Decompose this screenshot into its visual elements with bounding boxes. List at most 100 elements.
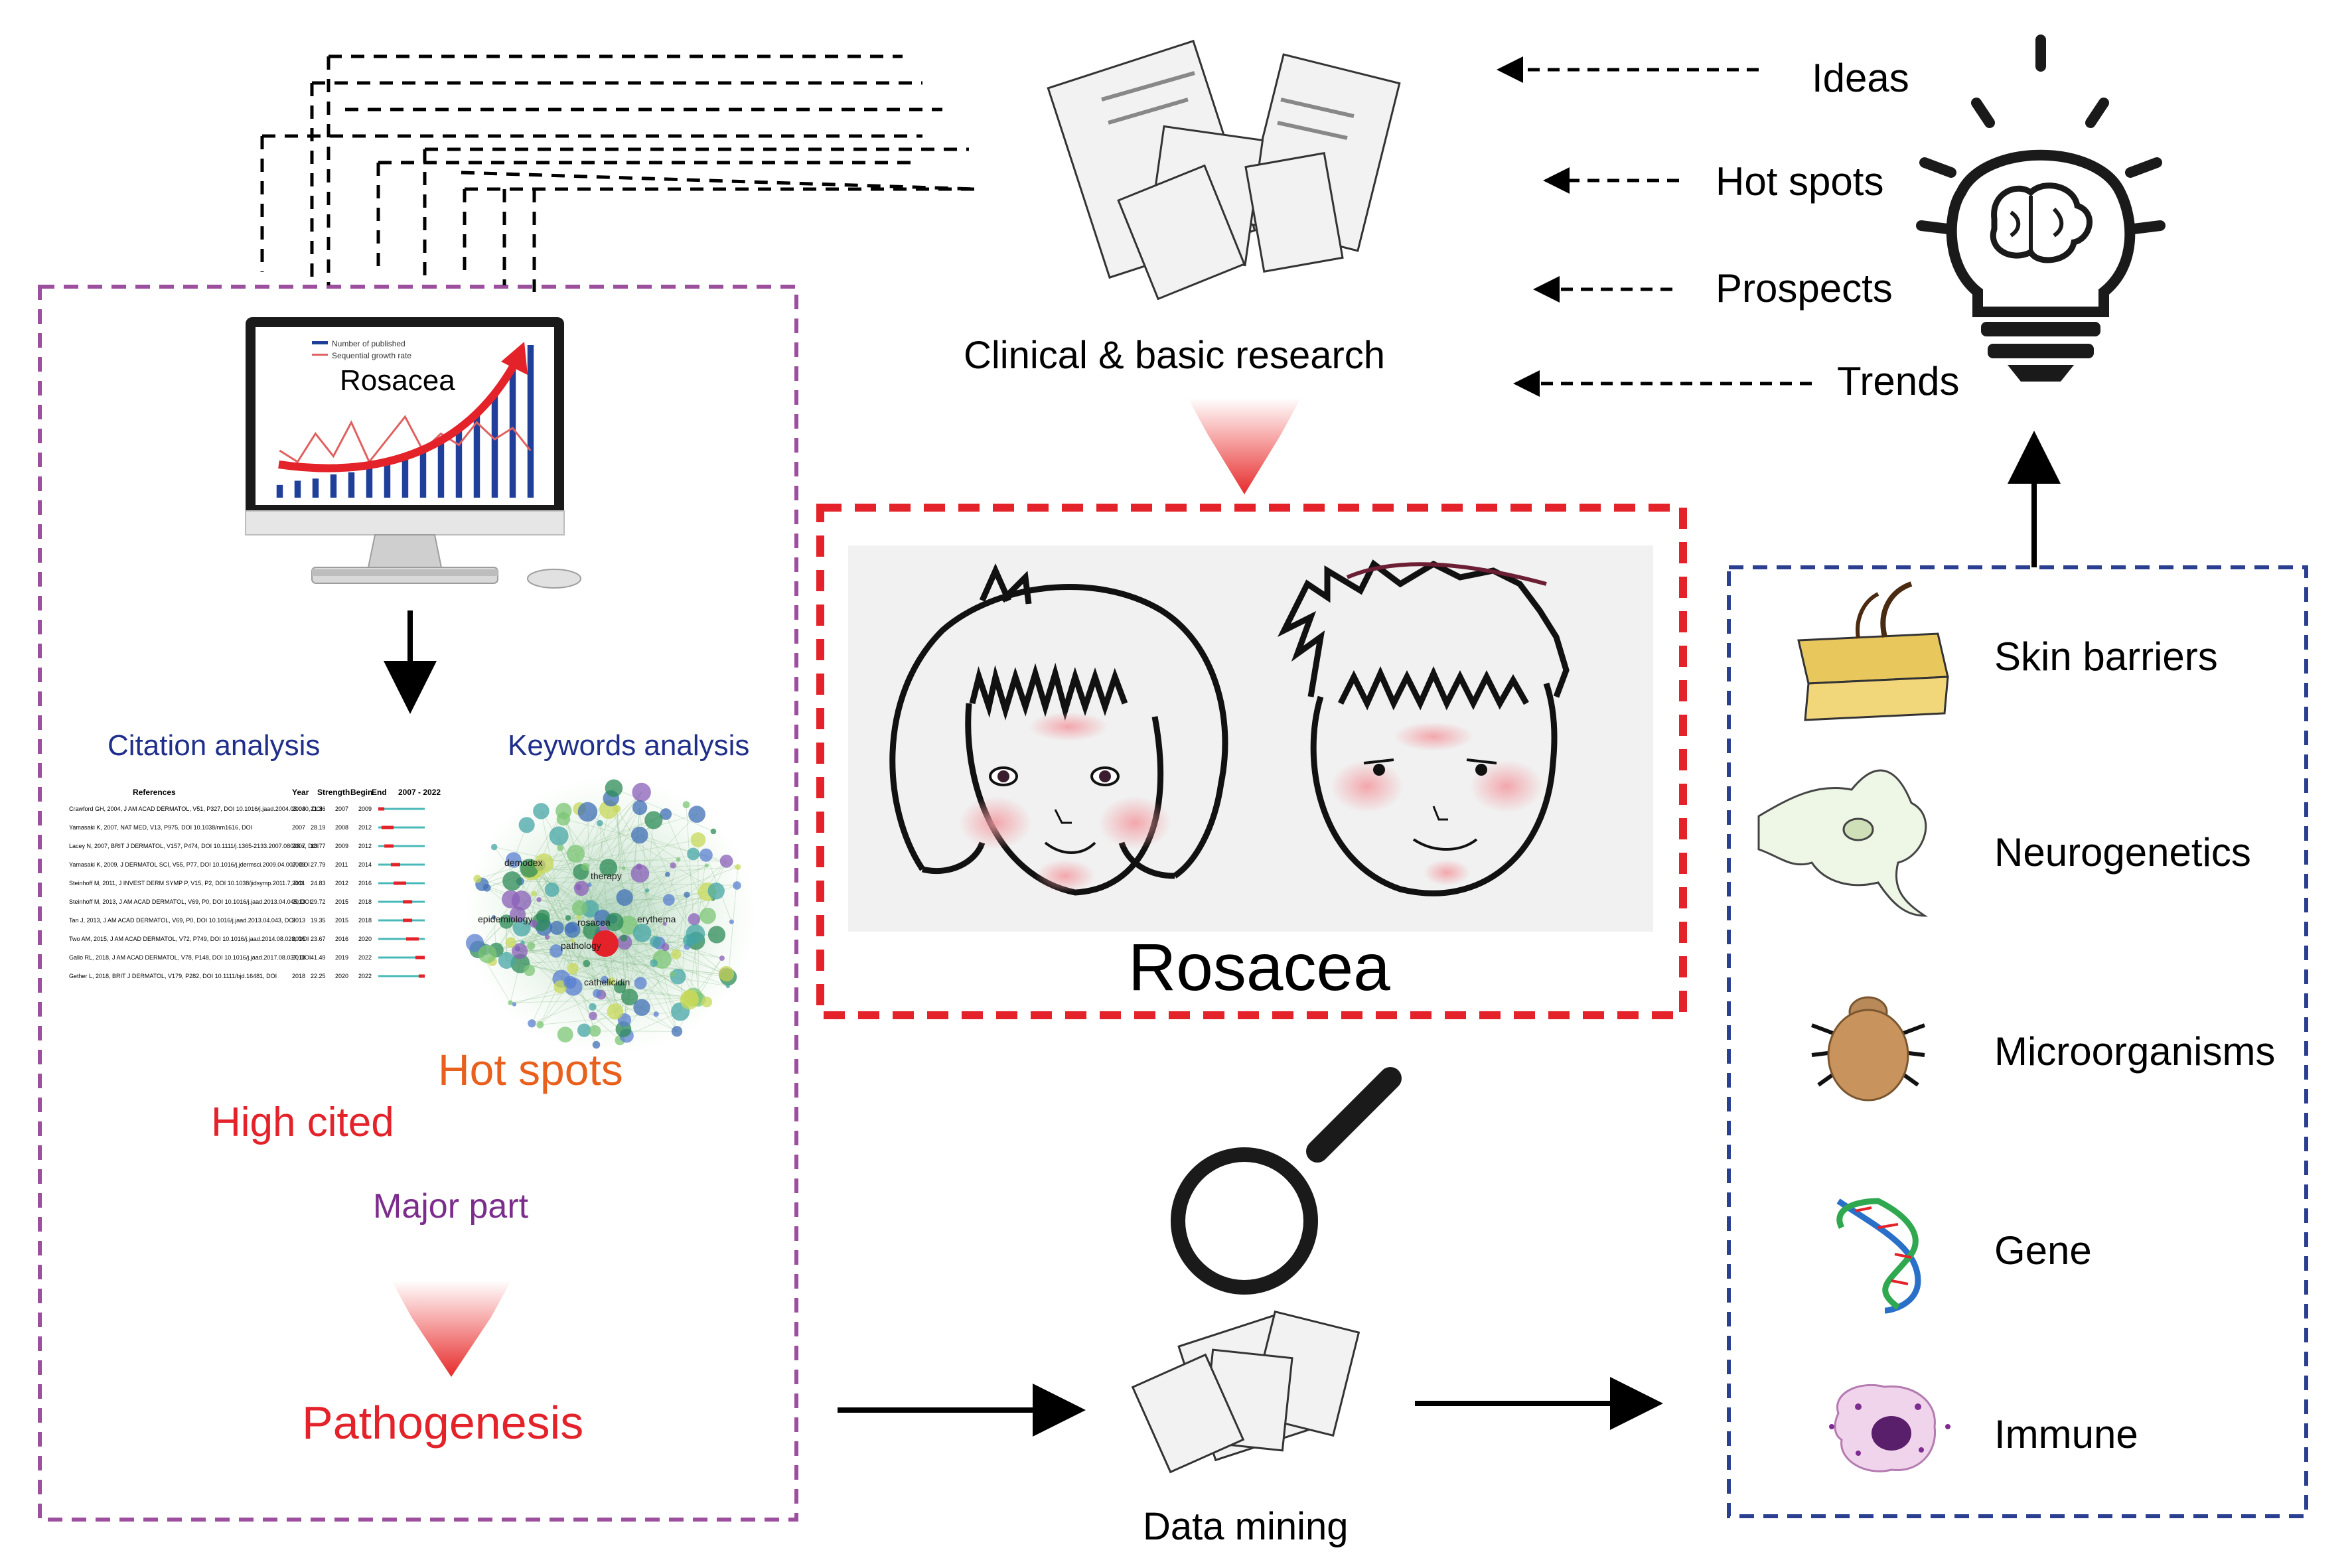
network-node [533, 803, 550, 820]
network-node [577, 802, 598, 822]
growth-rate-line [279, 415, 532, 464]
keyword-network-graph: rosacea pathology demodex therapy erythema ep… [465, 776, 757, 1055]
publication-bar [384, 463, 391, 498]
network-node [718, 965, 735, 982]
table-cell: 2018 [292, 954, 305, 961]
table-cell: 2009 [292, 861, 305, 868]
output-hot-spots-label: Hot spots [1716, 159, 1883, 204]
network-node [583, 960, 591, 967]
table-header: Begin [350, 788, 372, 797]
table-cell: 2013 [292, 898, 305, 905]
network-edge [559, 847, 591, 909]
network-node [688, 806, 705, 823]
table-cell: 2011 [292, 880, 305, 887]
network-edge [478, 870, 536, 950]
network-term: pathology [561, 940, 601, 951]
network-node [566, 844, 585, 863]
network-edge [561, 933, 696, 979]
network-node [634, 977, 647, 990]
network-node [512, 943, 528, 960]
network-edge [540, 865, 669, 900]
network-node [550, 920, 564, 935]
network-node [719, 955, 725, 962]
table-cell: 2016 [358, 880, 372, 887]
publication-bar [330, 474, 337, 498]
network-node [499, 914, 514, 929]
network-node [699, 848, 713, 862]
network-node [699, 907, 716, 924]
dashed-connectors [260, 54, 976, 292]
network-edge [646, 890, 694, 997]
network-node [581, 863, 589, 871]
table-cell: 2014 [358, 861, 372, 868]
network-node [649, 936, 662, 948]
network-edge [534, 870, 596, 1031]
network-edge [573, 809, 609, 987]
high-cited-label: High cited [211, 1100, 394, 1145]
network-node [571, 900, 587, 916]
mite-icon [1810, 996, 1926, 1102]
publication-bar [348, 472, 355, 498]
monitor-title: Rosacea [340, 364, 455, 397]
girl-mouth [1044, 841, 1096, 854]
network-node [557, 844, 564, 851]
network-edge [639, 814, 698, 874]
network-edge [646, 820, 654, 891]
network-node [683, 934, 696, 947]
output-dashed-arrows [1497, 56, 1812, 397]
table-row: Yamasaki K, 2007, NAT MED, V13, P975, DO… [69, 824, 252, 831]
network-node [684, 891, 690, 898]
magnifying-glass-icon [1171, 1067, 1402, 1295]
network-node [719, 854, 733, 868]
ideas-label: Ideas [1812, 56, 1909, 100]
table-cell: 2020 [358, 936, 372, 942]
table-header: Strength [317, 788, 350, 797]
table-cell: 22.25 [311, 973, 326, 979]
network-edge [510, 973, 673, 1003]
table-cell: 2011 [335, 861, 348, 868]
publication-bar [437, 442, 445, 498]
network-term: epidemiology [478, 914, 533, 924]
table-cell: 2022 [358, 973, 372, 979]
network-node [605, 912, 624, 932]
network-node [512, 918, 531, 937]
data-papers-icon [1131, 1310, 1360, 1474]
table-row: Steinhoff M, 2011, J INVEST DERM SYMP P,… [69, 880, 305, 887]
network-node [632, 924, 652, 942]
network-node [473, 875, 482, 883]
network-node [589, 1025, 601, 1037]
network-node [733, 881, 741, 890]
table-cell: 29.72 [311, 898, 326, 905]
network-term: erythema [637, 914, 676, 924]
boy-right-cheek [1470, 760, 1543, 813]
hot-spots-label: Hot spots [438, 1045, 623, 1094]
network-node [506, 852, 522, 868]
right-panel-border [1727, 565, 2308, 1518]
citation-analysis-title: Citation analysis [108, 729, 320, 762]
keywords-analysis-title: Keywords analysis [508, 729, 749, 762]
network-node [528, 1019, 536, 1028]
network-edge [639, 873, 666, 948]
table-cell: 41.49 [311, 954, 326, 961]
network-node [549, 826, 569, 846]
network-node [660, 808, 672, 820]
network-node [478, 944, 497, 963]
network-node [557, 1027, 573, 1043]
girl-eyes [989, 766, 1120, 786]
trends-label: Trends [1837, 359, 1960, 403]
pathogenesis-down-arrow [392, 1281, 511, 1377]
table-cell: 2013 [292, 917, 305, 924]
network-node [707, 926, 726, 944]
network-edge [540, 861, 727, 1025]
growth-arrow [278, 356, 522, 472]
publication-bar [527, 345, 534, 498]
network-node [632, 782, 651, 802]
network-edge [573, 940, 697, 987]
network-node [729, 919, 734, 924]
network-node [523, 964, 536, 977]
network-edge [616, 808, 625, 869]
network-node [735, 864, 741, 870]
neurogenetics-label: Neurogenetics [1994, 830, 2251, 875]
